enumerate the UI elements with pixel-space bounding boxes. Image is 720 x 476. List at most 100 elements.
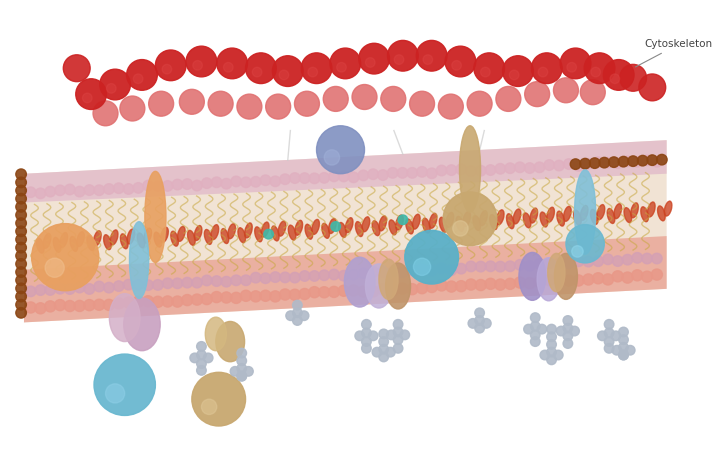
Ellipse shape [205, 317, 226, 351]
Circle shape [387, 40, 418, 71]
Ellipse shape [580, 206, 588, 220]
Circle shape [426, 168, 437, 178]
Circle shape [570, 159, 581, 169]
Circle shape [620, 64, 647, 91]
Circle shape [197, 366, 206, 375]
Circle shape [564, 159, 574, 169]
Circle shape [369, 331, 378, 341]
Circle shape [466, 261, 476, 272]
Circle shape [237, 94, 262, 119]
Circle shape [45, 258, 64, 278]
Circle shape [16, 218, 27, 228]
Circle shape [197, 342, 206, 351]
Circle shape [604, 337, 614, 347]
Circle shape [355, 331, 364, 341]
Circle shape [622, 254, 633, 265]
Ellipse shape [372, 221, 380, 236]
Circle shape [163, 278, 173, 288]
Circle shape [583, 159, 594, 169]
Circle shape [563, 339, 572, 348]
Circle shape [264, 229, 274, 239]
Ellipse shape [124, 298, 160, 351]
Ellipse shape [546, 207, 554, 222]
Circle shape [153, 279, 163, 290]
Ellipse shape [255, 227, 262, 242]
Circle shape [495, 261, 505, 272]
Ellipse shape [77, 232, 84, 247]
Circle shape [25, 302, 36, 313]
Circle shape [202, 399, 217, 415]
Ellipse shape [127, 229, 135, 244]
Circle shape [16, 250, 27, 261]
Circle shape [622, 156, 633, 167]
Circle shape [197, 350, 206, 360]
Circle shape [584, 53, 615, 84]
Circle shape [237, 371, 246, 381]
Circle shape [260, 273, 271, 284]
Circle shape [16, 234, 27, 245]
Ellipse shape [413, 214, 420, 229]
Circle shape [443, 192, 497, 246]
Circle shape [192, 278, 202, 288]
Ellipse shape [540, 212, 548, 227]
Circle shape [16, 193, 27, 204]
Circle shape [240, 177, 251, 188]
Circle shape [618, 335, 629, 345]
Circle shape [544, 258, 554, 269]
Circle shape [563, 275, 575, 286]
Ellipse shape [130, 222, 148, 298]
Circle shape [127, 60, 157, 90]
Ellipse shape [366, 264, 392, 308]
Circle shape [319, 173, 330, 183]
Circle shape [456, 263, 467, 274]
Ellipse shape [631, 203, 639, 218]
Ellipse shape [456, 217, 464, 231]
Circle shape [495, 279, 506, 290]
Circle shape [309, 271, 320, 281]
Ellipse shape [171, 231, 179, 246]
Circle shape [438, 94, 463, 119]
Circle shape [16, 267, 27, 278]
Circle shape [16, 201, 27, 212]
Circle shape [368, 267, 379, 277]
Circle shape [446, 281, 457, 292]
Circle shape [652, 157, 662, 167]
Circle shape [16, 169, 27, 179]
Circle shape [338, 171, 349, 182]
Circle shape [416, 283, 428, 294]
Circle shape [622, 272, 633, 283]
Circle shape [591, 67, 600, 77]
Circle shape [153, 296, 163, 307]
Circle shape [300, 271, 310, 281]
Circle shape [260, 290, 271, 301]
Circle shape [251, 272, 261, 283]
Ellipse shape [53, 238, 61, 252]
Ellipse shape [554, 253, 577, 299]
Circle shape [211, 177, 222, 188]
Circle shape [280, 272, 290, 283]
Circle shape [308, 67, 318, 77]
Ellipse shape [344, 257, 375, 307]
Circle shape [397, 267, 408, 278]
Circle shape [132, 296, 144, 307]
Circle shape [453, 221, 468, 236]
Circle shape [564, 258, 574, 268]
Circle shape [604, 319, 614, 329]
Circle shape [540, 350, 549, 360]
Circle shape [573, 256, 584, 267]
Circle shape [474, 308, 485, 317]
Circle shape [393, 327, 403, 337]
Circle shape [608, 157, 619, 168]
Circle shape [531, 330, 540, 340]
Circle shape [407, 265, 418, 276]
Circle shape [331, 222, 341, 231]
Circle shape [652, 269, 662, 280]
Circle shape [386, 347, 395, 357]
Circle shape [657, 154, 667, 165]
Circle shape [628, 156, 639, 167]
Ellipse shape [459, 126, 480, 212]
Ellipse shape [43, 233, 51, 248]
Circle shape [531, 321, 540, 331]
Ellipse shape [389, 220, 397, 235]
Circle shape [366, 58, 375, 67]
